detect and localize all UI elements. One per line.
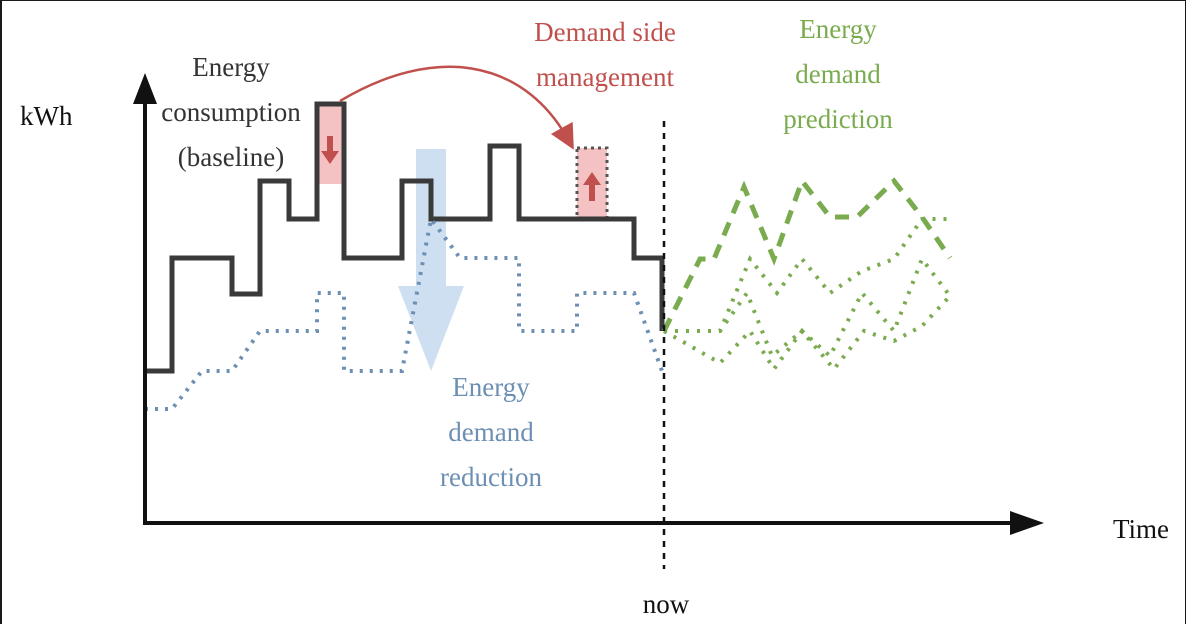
prediction-line-2 — [664, 217, 950, 333]
prediction-line-3 — [664, 254, 952, 360]
y-axis-label: kWh — [20, 101, 73, 131]
dsm-label-1: Demand side — [534, 17, 676, 47]
baseline-label-1: Energy — [192, 52, 270, 82]
prediction-line-1 — [661, 175, 953, 333]
reduced-consumption-line — [145, 214, 664, 411]
reduction-label-2: demand — [448, 417, 534, 447]
baseline-label-3: (baseline) — [178, 142, 284, 172]
curved-arrow-icon — [339, 65, 574, 150]
prediction-label-1: Energy — [799, 14, 877, 44]
baseline-label-2: consumption — [161, 97, 301, 127]
down-arrow-icon — [321, 136, 339, 164]
dsm-label-2: management — [536, 62, 674, 92]
now-label: now — [643, 589, 690, 619]
up-arrow-icon — [583, 172, 601, 201]
big-down-arrow-icon — [398, 149, 464, 371]
reduction-label-3: reduction — [440, 462, 542, 492]
x-axis-label: Time — [1113, 514, 1169, 544]
prediction-label-3: prediction — [783, 104, 893, 134]
prediction-label-2: demand — [795, 59, 881, 89]
x-axis-arrowhead — [1010, 511, 1044, 535]
reduction-label-1: Energy — [452, 372, 530, 402]
baseline-consumption-line — [145, 101, 665, 374]
prediction-line-4 — [663, 294, 952, 373]
y-axis-arrowhead — [133, 73, 157, 104]
